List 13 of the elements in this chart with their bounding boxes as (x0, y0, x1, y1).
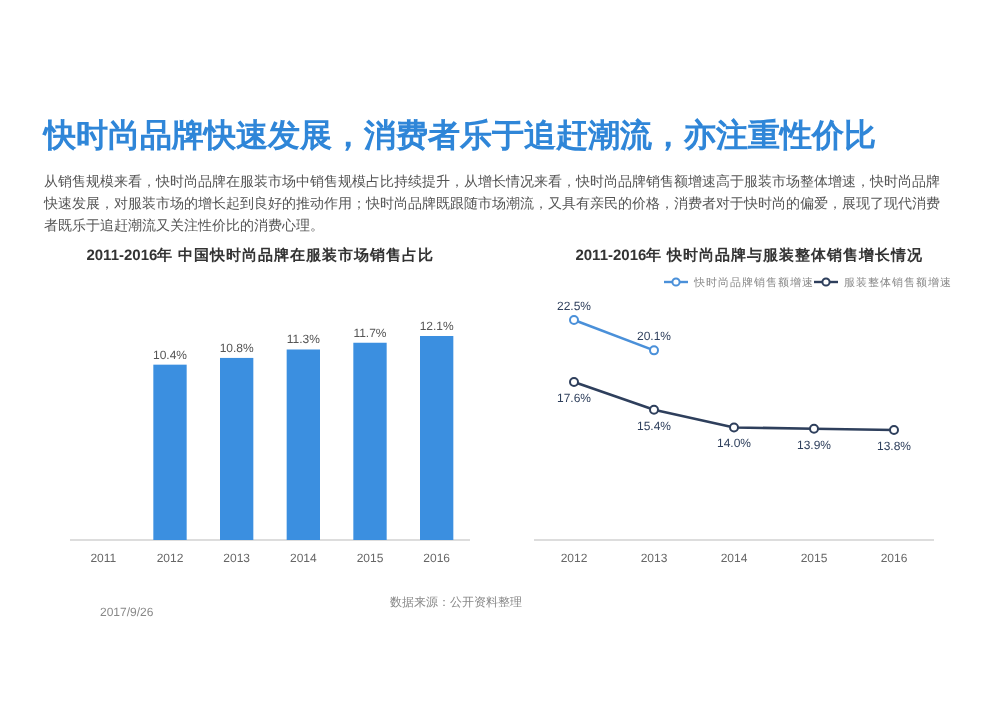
point (569, 315, 579, 325)
point (649, 345, 659, 356)
bar (220, 357, 254, 540)
point (809, 423, 819, 434)
bar (153, 364, 187, 540)
bar (420, 336, 454, 540)
point (729, 422, 739, 433)
bar (353, 342, 387, 540)
point (569, 376, 579, 387)
point (649, 404, 659, 415)
text: 快时尚品牌快速发展，消费者乐于追赶潮流，亦注重性价比 (44, 116, 876, 158)
bar (286, 349, 320, 540)
point (889, 425, 899, 435)
